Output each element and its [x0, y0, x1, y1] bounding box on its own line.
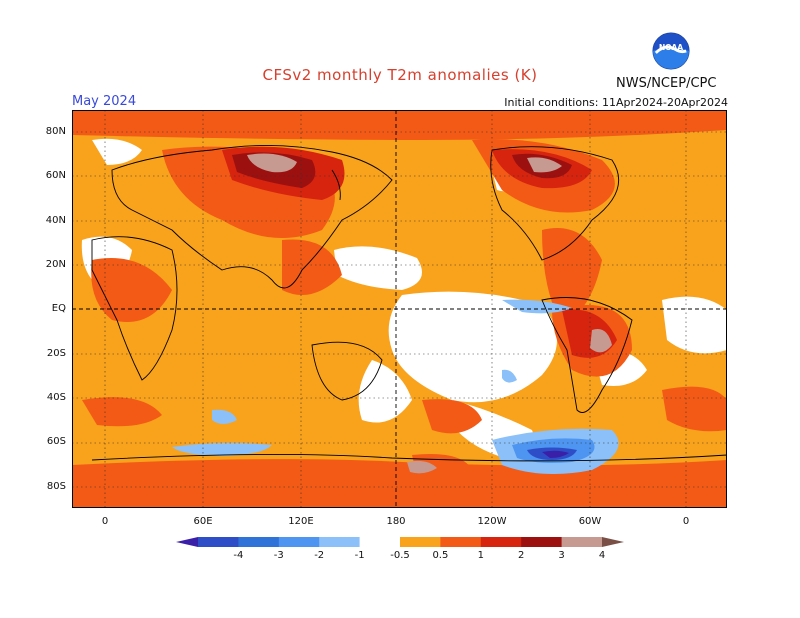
- lat-label: EQ: [51, 303, 66, 314]
- extreme-warm-areas: [247, 153, 612, 474]
- lat-label: 40S: [46, 392, 66, 403]
- colorbar-tick-label: -1: [355, 550, 365, 561]
- chart-title: CFSv2 monthly T2m anomalies (K): [262, 66, 538, 84]
- colorbar-tick-label: -4: [233, 550, 243, 561]
- colorbar-cell: [440, 537, 482, 547]
- cool-areas: [172, 299, 619, 474]
- colorbar-cell: [400, 537, 441, 547]
- warm-areas: [72, 110, 727, 508]
- colorbar-cell: [480, 537, 522, 547]
- noaa-logo-icon: NOAA: [652, 32, 690, 70]
- lat-label: 20N: [45, 259, 66, 270]
- lon-label: 180: [386, 516, 406, 527]
- colorbar-cell: [561, 537, 603, 547]
- colorbar-tick-label: 1: [478, 550, 484, 561]
- colorbar-ticks: -4 -3 -2 -1 -0.5 0.5 1 2 3 4: [233, 550, 605, 561]
- lon-label: 60W: [578, 516, 602, 527]
- logo-text: NOAA: [659, 43, 683, 52]
- lon-label: 0: [101, 516, 109, 527]
- reference-lines: [72, 110, 727, 508]
- agency-label: NWS/NCEP/CPC: [616, 76, 717, 91]
- anomaly-map: [72, 110, 727, 508]
- lat-label: 60N: [45, 170, 66, 181]
- colorbar: -4 -3 -2 -1 -0.5 0.5 1 2 3 4: [176, 537, 624, 561]
- colorbar-cell: [238, 537, 280, 547]
- forecast-month: May 2024: [72, 94, 137, 109]
- colorbar-tick-label: -0.5: [390, 550, 410, 561]
- colorbar-extend-high: [602, 537, 624, 547]
- colorbar-tick-label: 0.5: [432, 550, 448, 561]
- colorbar-tick-label: 2: [518, 550, 524, 561]
- lon-label: 60E: [193, 516, 213, 527]
- lon-label: 120E: [288, 516, 314, 527]
- colorbar-tick-label: 3: [558, 550, 564, 561]
- colorbar-tick-label: -2: [314, 550, 324, 561]
- lon-label: 120W: [477, 516, 507, 527]
- colorbar-cells: [176, 537, 624, 547]
- lat-label: 20S: [46, 348, 66, 359]
- lon-label: 0: [682, 516, 690, 527]
- colorbar-cell: [278, 537, 320, 547]
- lat-label: 60S: [46, 436, 66, 447]
- colorbar-tick-label: -3: [274, 550, 284, 561]
- colorbar-cell: [198, 537, 239, 547]
- colorbar-extend-low: [176, 537, 198, 547]
- lat-label: 40N: [45, 215, 66, 226]
- colorbar-tick-label: 4: [599, 550, 605, 561]
- colorbar-cell: [319, 537, 361, 547]
- lat-label: 80N: [45, 126, 66, 137]
- initial-conditions: Initial conditions: 11Apr2024-20Apr2024: [504, 96, 728, 109]
- colorbar-cell: [359, 537, 401, 547]
- colorbar-cell: [521, 537, 563, 547]
- lat-label: 80S: [46, 481, 66, 492]
